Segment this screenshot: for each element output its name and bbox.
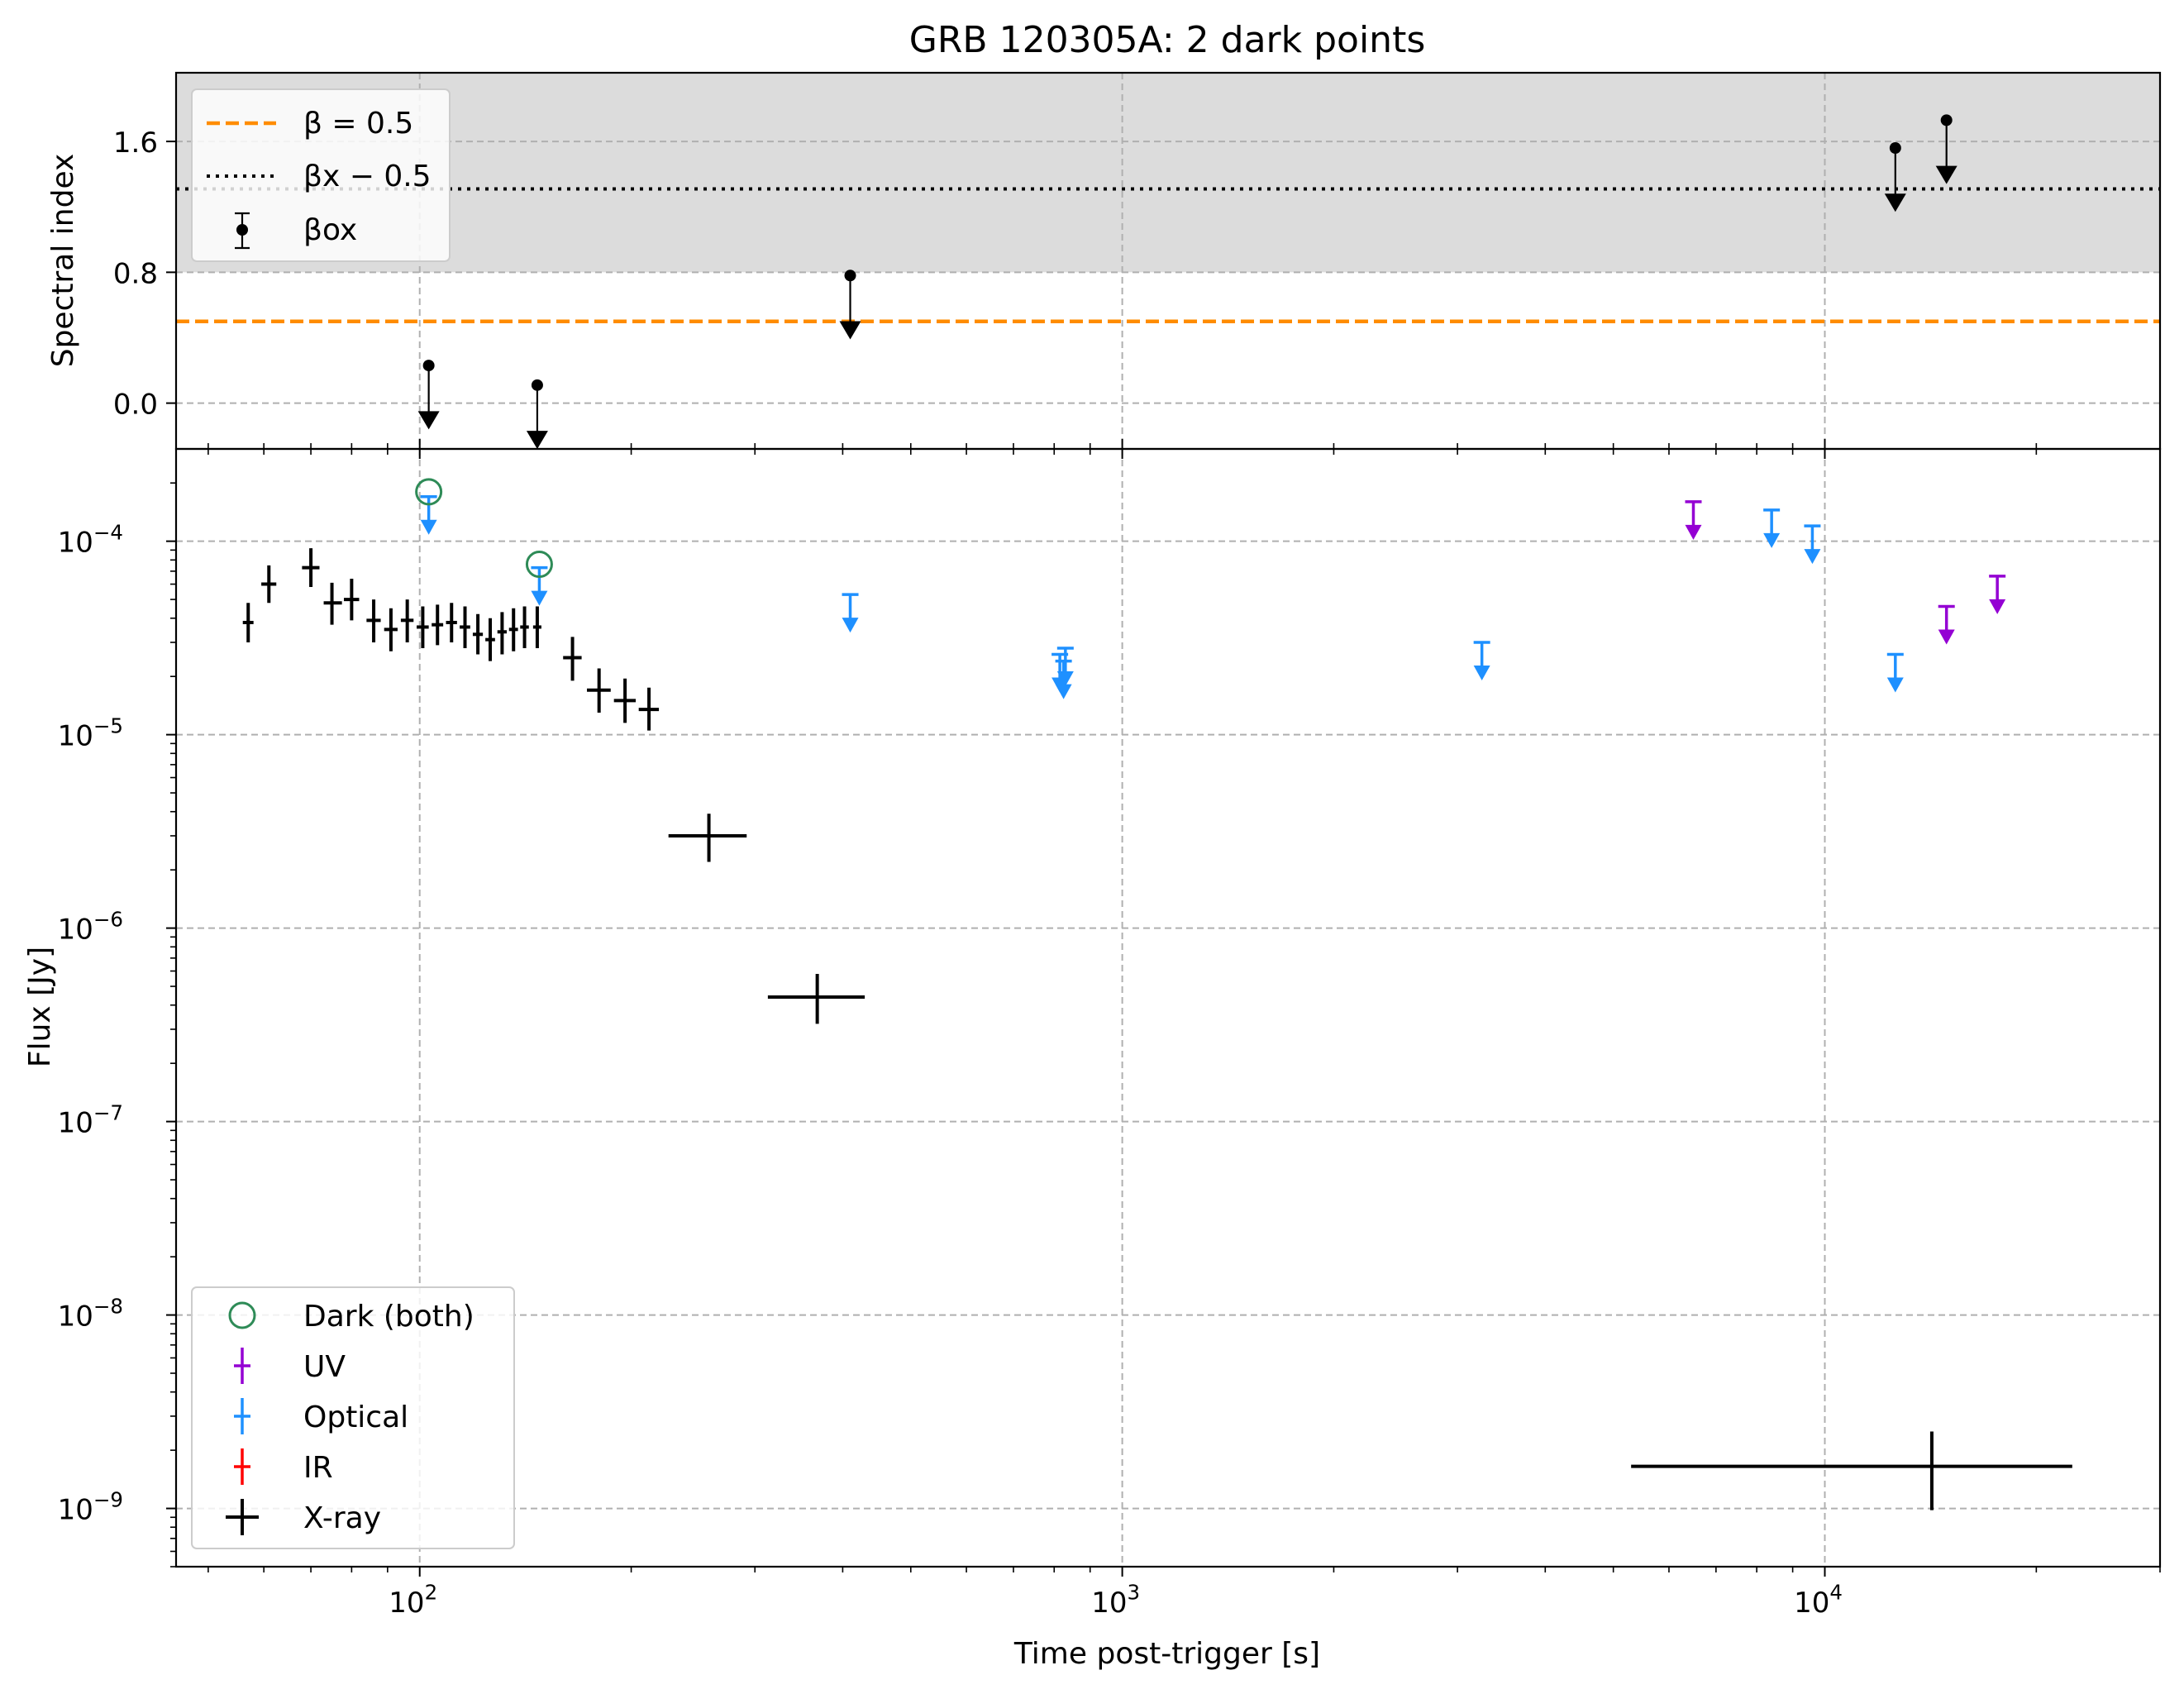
dark-point-marker — [415, 478, 443, 506]
shaded-band — [176, 73, 2160, 273]
uv-upper-limit-arrow — [1989, 599, 2006, 614]
optical-upper-limit-arrow — [531, 590, 548, 606]
optical-upper-limit-arrow — [1804, 549, 1821, 565]
y-tick-label: 0.8 — [113, 257, 158, 290]
legend-label: IR — [303, 1451, 333, 1485]
upper-limit-arrow — [1935, 165, 1957, 184]
optical-upper-limit-arrow — [1886, 677, 1904, 693]
dark-points — [415, 478, 553, 579]
top-ylabel: Spectral index — [46, 154, 80, 368]
top-legend: β = 0.5 βx − 0.5 βox — [191, 88, 451, 262]
upper-limit-arrow — [1884, 193, 1906, 212]
y-tick-label: 10−5 — [58, 713, 123, 752]
legend-label: Dark (both) — [303, 1300, 474, 1334]
beta-ox-point — [531, 379, 543, 391]
bottom-axes-frame — [174, 447, 2162, 1568]
x-tick-label: 104 — [1794, 1581, 1843, 1620]
dark-point-marker — [525, 551, 553, 579]
xray-points — [242, 548, 2072, 1510]
chart-title: GRB 120305A: 2 dark points — [909, 19, 1426, 61]
beta-ox-point — [1889, 142, 1901, 154]
upper-limit-arrow — [526, 431, 548, 450]
uv-upper-limit-arrow — [1938, 629, 1955, 645]
x-tick-label: 103 — [1091, 1581, 1140, 1620]
optical-upper-limit-arrow — [420, 519, 437, 535]
legend-label: UV — [303, 1350, 346, 1384]
y-tick-label: 10−4 — [58, 520, 123, 559]
beta-ox-point — [1940, 114, 1953, 126]
top-ticks: 0.0 0.8 1.6 — [113, 126, 2161, 449]
bottom-ticks: 10−9 10−8 10−7 10−6 10−5 10−4 102 103 104 — [58, 449, 2161, 1620]
optical-upper-limit-arrow — [1473, 665, 1490, 680]
legend-label-beta-x: βx − 0.5 — [303, 160, 432, 193]
legend-marker — [236, 224, 248, 236]
legend-label-beta: β = 0.5 — [303, 107, 413, 141]
legend-dark-marker — [228, 1301, 256, 1329]
y-tick-label: 0.0 — [113, 389, 158, 422]
bottom-ylabel: Flux [Jy] — [23, 947, 57, 1067]
bottom-grid — [176, 449, 2160, 1567]
legend-label: Optical — [303, 1401, 408, 1434]
optical-points — [420, 494, 1904, 699]
uv-points — [1685, 500, 2006, 645]
y-tick-label: 10−9 — [58, 1487, 123, 1526]
y-tick-label: 10−7 — [58, 1100, 123, 1139]
reference-lines — [176, 187, 2160, 323]
y-tick-label: 1.6 — [113, 126, 158, 160]
upper-limit-arrow — [417, 411, 440, 430]
beta-ox-point — [422, 360, 435, 372]
legend-box — [191, 88, 451, 262]
beta-ox-point — [844, 270, 856, 282]
x-axis-label: Time post-trigger [s] — [1013, 1637, 1320, 1671]
bottom-legend: Dark (both) UV Optical IR X-ray — [191, 1286, 515, 1549]
optical-upper-limit-arrow — [1056, 670, 1074, 686]
bottom-panel: 10−9 10−8 10−7 10−6 10−5 10−4 102 103 104 Flux [… — [23, 447, 2162, 1671]
optical-upper-limit-arrow — [842, 618, 859, 633]
legend-label: X-ray — [303, 1501, 381, 1535]
x-tick-label: 102 — [389, 1581, 437, 1620]
upper-limit-arrow — [839, 321, 861, 340]
optical-upper-limit-arrow — [1763, 532, 1781, 548]
beta-ox-points — [417, 114, 1957, 450]
y-tick-label: 10−6 — [58, 907, 123, 946]
y-tick-label: 10−8 — [58, 1294, 123, 1333]
top-panel: 0.0 0.8 1.6 Spectral index β = 0.5 βx − 0.5… — [46, 71, 2162, 451]
legend-label-beta-ox: βox — [303, 213, 357, 247]
shaded-region — [176, 73, 2160, 273]
uv-upper-limit-arrow — [1685, 524, 1702, 540]
optical-upper-limit-arrow — [1055, 684, 1072, 699]
legend-box — [191, 1286, 515, 1549]
